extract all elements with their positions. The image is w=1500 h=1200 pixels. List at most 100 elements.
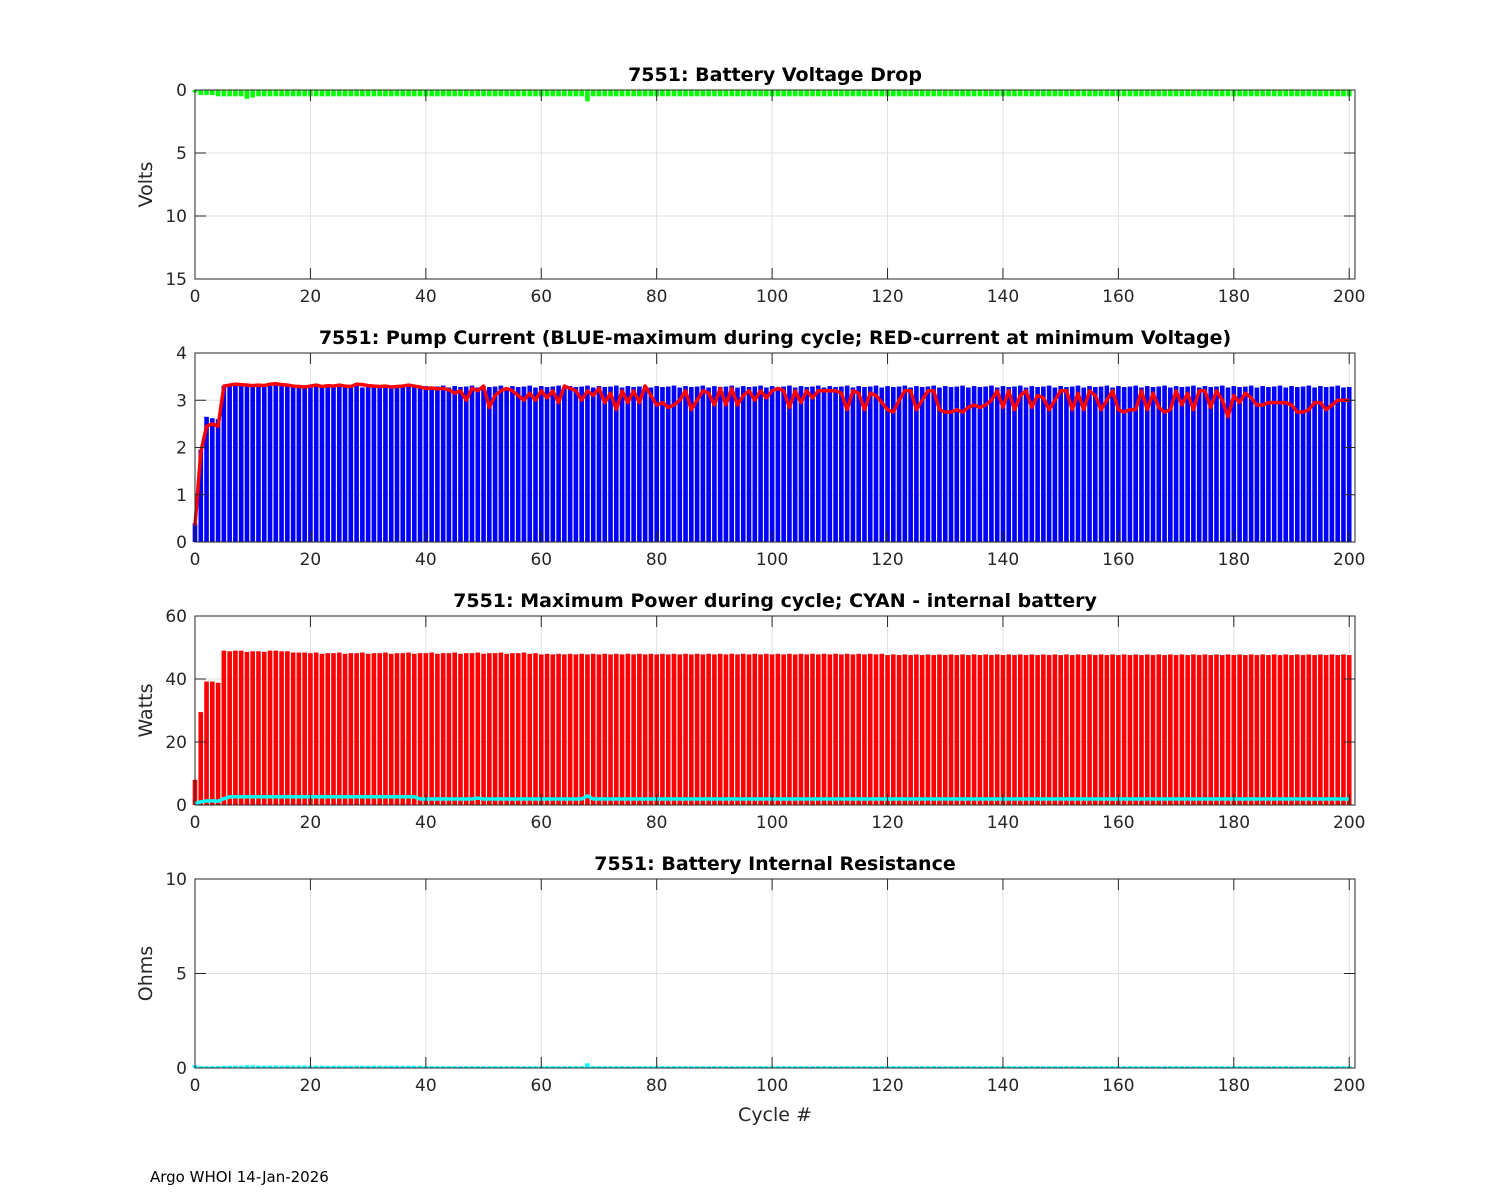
bar-internal-resistance-108 [815,1066,821,1068]
bar-internal-resistance-137 [983,1066,988,1068]
bar-maximum-during-cycle-197 [1329,386,1335,542]
bar-maximum-power-88 [700,654,706,805]
bar-internal-resistance-86 [689,1066,694,1068]
bar-maximum-power-17 [290,652,296,805]
bar-voltage-drop-116 [862,90,867,97]
bar-maximum-during-cycle-92 [723,386,729,542]
bar-internal-resistance-154 [1081,1066,1087,1068]
bar-voltage-drop-193 [1306,90,1312,97]
bar-maximum-during-cycle-65 [567,386,573,542]
bar-maximum-power-40 [423,653,429,805]
x-tick-label: 200 [1333,287,1365,307]
bar-internal-resistance-48 [469,1066,475,1068]
bar-maximum-during-cycle-60 [538,386,544,542]
x-tick-label: 100 [756,287,788,307]
bar-maximum-during-cycle-91 [717,387,723,542]
bar-voltage-drop-49 [475,90,481,97]
bar-maximum-power-120 [885,655,890,805]
bar-internal-resistance-192 [1300,1066,1306,1068]
bar-maximum-during-cycle-188 [1277,385,1283,542]
bar-voltage-drop-130 [942,90,948,97]
y-tick-label: 5 [176,965,187,985]
bar-voltage-drop-148 [1046,90,1052,97]
bar-voltage-drop-34 [388,90,394,97]
bar-maximum-power-46 [458,653,463,805]
bar-maximum-during-cycle-161 [1121,387,1127,542]
bar-voltage-drop-32 [377,90,382,97]
bar-internal-resistance-107 [810,1066,815,1068]
bar-maximum-power-97 [752,653,758,805]
bar-internal-resistance-38 [411,1065,417,1068]
bar-internal-resistance-121 [891,1066,896,1068]
bar-maximum-during-cycle-102 [781,386,786,542]
bar-internal-resistance-189 [1283,1066,1289,1068]
bar-voltage-drop-70 [596,90,602,97]
bar-voltage-drop-192 [1300,90,1306,97]
bar-maximum-during-cycle-14 [273,384,279,542]
bar-maximum-during-cycle-131 [948,387,954,542]
bar-maximum-during-cycle-70 [596,386,602,542]
bar-voltage-drop-194 [1312,90,1317,97]
bar-maximum-during-cycle-100 [769,386,775,542]
bar-internal-resistance-85 [683,1066,688,1068]
bar-voltage-drop-75 [625,90,631,97]
bar-maximum-during-cycle-13 [267,385,273,542]
bar-maximum-power-80 [654,654,659,805]
bar-maximum-power-83 [671,653,677,805]
bar-maximum-power-8 [238,650,244,805]
bar-maximum-during-cycle-151 [1064,387,1069,542]
x-tick-label: 120 [871,287,903,307]
bar-voltage-drop-67 [579,90,584,97]
bar-internal-resistance-129 [937,1066,942,1068]
x-tick-label: 40 [415,813,437,833]
bar-maximum-during-cycle-111 [833,387,838,542]
bar-internal-resistance-77 [637,1066,642,1068]
bar-voltage-drop-95 [740,90,746,97]
bar-maximum-during-cycle-185 [1260,386,1265,542]
bar-internal-resistance-101 [775,1066,781,1068]
bar-maximum-power-157 [1098,654,1104,805]
bar-maximum-power-122 [896,655,902,805]
bar-maximum-during-cycle-22 [319,386,325,542]
bar-internal-resistance-82 [665,1066,671,1068]
bar-internal-resistance-175 [1202,1066,1208,1068]
bar-voltage-drop-16 [285,90,290,97]
x-tick-label: 120 [871,1076,903,1096]
bar-maximum-power-35 [394,653,400,805]
bar-maximum-power-39 [417,653,423,805]
bar-voltage-drop-59 [533,90,538,97]
bar-internal-resistance-13 [267,1065,273,1068]
bar-internal-resistance-96 [746,1066,752,1068]
bar-internal-resistance-162 [1127,1066,1133,1068]
bar-internal-resistance-35 [394,1065,400,1068]
bar-internal-resistance-111 [833,1066,838,1068]
x-tick-label: 60 [530,1076,552,1096]
bar-voltage-drop-139 [994,90,1000,97]
x-tick-label: 140 [987,550,1019,570]
bar-voltage-drop-167 [1156,90,1162,97]
axes-box [194,615,1356,806]
bar-internal-resistance-177 [1214,1066,1219,1068]
bar-voltage-drop-48 [469,90,475,97]
bar-maximum-during-cycle-135 [971,386,977,542]
bar-maximum-during-cycle-12 [261,386,267,542]
x-tick-label: 40 [415,550,437,570]
bar-internal-resistance-94 [735,1066,740,1068]
bar-voltage-drop-97 [752,90,758,97]
bar-internal-resistance-75 [625,1066,631,1068]
bar-internal-resistance-123 [902,1066,908,1068]
bar-maximum-power-123 [902,654,908,805]
bar-maximum-during-cycle-144 [1023,387,1029,542]
bar-voltage-drop-12 [261,90,267,97]
bar-maximum-during-cycle-96 [746,387,752,542]
bar-maximum-during-cycle-164 [1139,387,1144,542]
bar-maximum-during-cycle-89 [706,387,711,542]
bar-maximum-power-117 [867,653,873,805]
bar-maximum-during-cycle-174 [1196,387,1202,542]
bar-internal-resistance-122 [896,1066,902,1068]
bar-internal-resistance-39 [417,1065,423,1068]
bar-maximum-power-178 [1219,655,1225,805]
bar-maximum-during-cycle-20 [308,386,313,542]
bar-maximum-power-5 [221,650,227,805]
bar-maximum-power-74 [619,654,625,805]
